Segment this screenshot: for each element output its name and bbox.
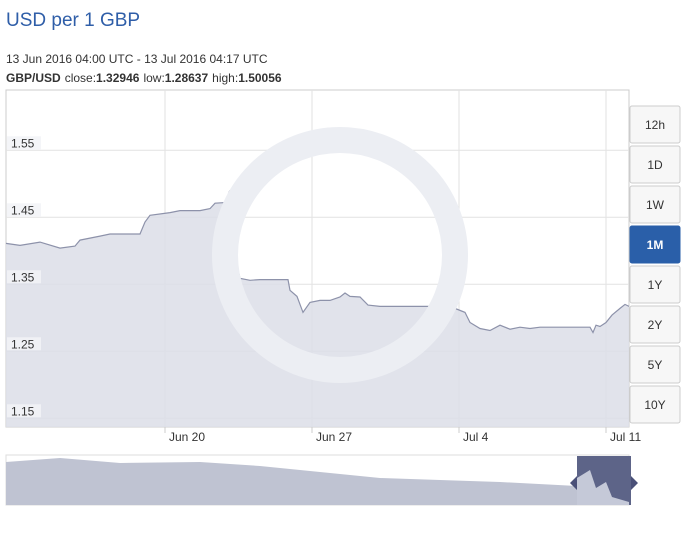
y-tick-label: 1.15 <box>11 404 35 418</box>
x-tick-label: Jul 4 <box>463 430 489 444</box>
stat-value: 1.28637 <box>165 71 209 85</box>
stat-value: 1.32946 <box>96 71 140 85</box>
range-button[interactable] <box>629 105 681 144</box>
period: 13 Jun 2016 04:00 UTC - 13 Jul 2016 04:1… <box>6 52 268 66</box>
navigator-series <box>6 458 577 505</box>
range-button[interactable] <box>629 225 681 264</box>
stat-label: low: <box>143 71 164 85</box>
y-tick-label: 1.55 <box>11 136 35 150</box>
range-button-label[interactable]: 1M <box>647 238 664 252</box>
y-tick-label-bg <box>7 337 41 351</box>
watermark <box>212 127 468 383</box>
range-button-label[interactable]: 1W <box>646 198 665 212</box>
navigator-handle[interactable] <box>570 476 638 490</box>
y-tick-label-bg <box>7 136 41 150</box>
range-button-label[interactable]: 5Y <box>648 358 663 372</box>
y-tick-label: 1.25 <box>11 337 35 351</box>
range-button[interactable] <box>629 345 681 384</box>
range-button-label[interactable]: 1Y <box>648 278 663 292</box>
line <box>5 190 630 334</box>
range-button[interactable] <box>629 145 681 184</box>
stat-label: high: <box>212 71 238 85</box>
range-button-label[interactable]: 1D <box>647 158 663 172</box>
x-tick-label: Jun 20 <box>169 430 205 444</box>
navigator-window-series <box>577 470 629 505</box>
stats: GBP/USD close:1.32946 low:1.28637 high:1.50… <box>6 71 282 85</box>
range-button[interactable] <box>629 385 681 424</box>
range-button-label[interactable]: 2Y <box>648 318 663 332</box>
y-tick-label: 1.45 <box>11 203 35 217</box>
y-tick-label: 1.35 <box>11 270 35 284</box>
range-button-label[interactable]: 12h <box>645 118 665 132</box>
range-button[interactable] <box>629 305 681 344</box>
title: USD per 1 GBP <box>6 10 140 31</box>
stat-label: close: <box>65 71 96 85</box>
x-tick-label: Jul 11 <box>610 430 641 444</box>
y-tick-label-bg <box>7 404 41 418</box>
y-tick-label-bg <box>7 270 41 284</box>
x-tick-label: Jun 27 <box>316 430 352 444</box>
stat-value: 1.50056 <box>238 71 282 85</box>
pair: GBP/USD <box>6 71 61 85</box>
range-button[interactable] <box>629 185 681 224</box>
range-button[interactable] <box>629 265 681 304</box>
y-tick-label-bg <box>7 203 41 217</box>
range-button-label[interactable]: 10Y <box>644 398 665 412</box>
area <box>6 192 629 427</box>
